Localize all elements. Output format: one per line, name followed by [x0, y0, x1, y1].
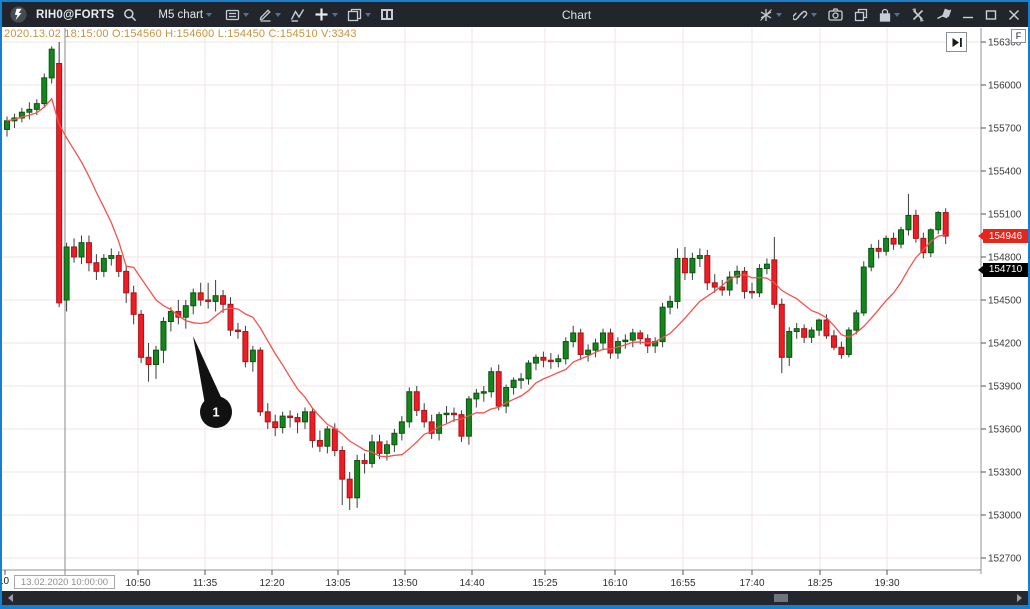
- panels-button[interactable]: [225, 8, 250, 22]
- svg-text:155700: 155700: [988, 124, 1022, 135]
- play-to-end-icon: [952, 37, 962, 47]
- svg-text:153600: 153600: [988, 425, 1022, 436]
- svg-text:17:40: 17:40: [739, 578, 764, 589]
- titlebar: RIH0@FORTS M5 chart: [2, 2, 1028, 27]
- price-axis-labels[interactable]: 156300 156000 155700 155400 155100 154800 1545…: [981, 38, 1022, 565]
- svg-text:156000: 156000: [988, 81, 1022, 92]
- ohlc-info: 2020.13.02 18:15:00 O:154560 H:154600 L:…: [4, 28, 357, 40]
- last-price-badge: 154946: [978, 229, 1028, 244]
- duplicate-button[interactable]: [854, 8, 868, 22]
- window-title: Chart: [561, 7, 592, 22]
- svg-text:153300: 153300: [988, 468, 1022, 479]
- crosshair-sync-off-button[interactable]: [759, 8, 782, 22]
- svg-text:152700: 152700: [988, 554, 1022, 565]
- chevron-down-icon: [365, 12, 372, 17]
- svg-text:18:25: 18:25: [807, 578, 832, 589]
- svg-text:16:10: 16:10: [602, 578, 627, 589]
- draw-pencil-button[interactable]: [258, 8, 282, 22]
- svg-text:19:30: 19:30: [874, 578, 899, 589]
- time-axis-labels[interactable]: 10:50 11:35 12:20 13:05 13:50 14:40 15:25 16:10…: [4, 570, 900, 589]
- f-axis-button[interactable]: F: [1011, 29, 1026, 43]
- layout-copy-button[interactable]: [347, 8, 372, 22]
- lock-button[interactable]: [879, 8, 900, 22]
- chart-region: 156300 156000 155700 155400 155100 154800 1545…: [2, 27, 1028, 591]
- svg-text:154200: 154200: [988, 339, 1022, 350]
- candles-layer[interactable]: [4, 42, 949, 510]
- plot-svg[interactable]: 156300 156000 155700 155400 155100 154800 1545…: [2, 27, 1028, 591]
- settings-tools-icon[interactable]: [911, 7, 925, 22]
- minimize-button[interactable]: [962, 9, 974, 21]
- svg-text:11:35: 11:35: [193, 578, 218, 589]
- indicator-line-button[interactable]: [290, 8, 305, 22]
- chevron-down-icon: [894, 12, 900, 17]
- app-logo-icon: [10, 6, 27, 23]
- svg-text:155100: 155100: [988, 210, 1022, 221]
- svg-text:153000: 153000: [988, 511, 1022, 522]
- svg-text:10:50: 10:50: [125, 578, 150, 589]
- scrollbar-thumb[interactable]: [774, 594, 788, 602]
- badge-arrow-icon: [978, 232, 983, 241]
- chevron-down-icon: [206, 12, 213, 17]
- timeframe-label: M5 chart: [158, 8, 204, 21]
- svg-text:156300: 156300: [988, 38, 1022, 49]
- last-price-value: 154946: [988, 230, 1023, 242]
- svg-text:12:20: 12:20: [259, 578, 284, 589]
- add-plus-button[interactable]: [314, 7, 339, 22]
- sma-line: [6, 97, 946, 458]
- scroll-right-arrow-icon[interactable]: [1017, 594, 1022, 602]
- svg-text:154500: 154500: [988, 296, 1022, 307]
- scroll-left-arrow-icon[interactable]: [8, 594, 13, 602]
- annotation-marker-1[interactable]: 1: [193, 336, 232, 428]
- symbol-label: RIH0@FORTS: [36, 8, 115, 21]
- secondary-price-value: 154710: [988, 264, 1023, 276]
- time-axis-partial-label: 10: [2, 576, 10, 587]
- link-button[interactable]: [793, 8, 817, 22]
- chevron-down-icon: [811, 12, 817, 17]
- chevron-down-icon: [243, 12, 250, 17]
- timeframe-selector[interactable]: M5 chart: [152, 8, 213, 21]
- svg-text:154800: 154800: [988, 253, 1022, 264]
- svg-text:15:25: 15:25: [532, 578, 557, 589]
- crosshair-time-label: 13.02.2020 10:00:00: [14, 575, 115, 589]
- svg-text:16:55: 16:55: [670, 578, 695, 589]
- time-scrollbar[interactable]: [2, 591, 1028, 605]
- svg-text:13:05: 13:05: [325, 578, 350, 589]
- chevron-down-icon: [332, 12, 339, 17]
- pin-button[interactable]: [936, 8, 951, 21]
- dom-columns-button[interactable]: [380, 8, 394, 21]
- gridlines: [2, 28, 981, 570]
- goto-end-button[interactable]: [946, 32, 967, 52]
- svg-text:155400: 155400: [988, 167, 1022, 178]
- secondary-price-badge: 154710: [978, 262, 1028, 277]
- chevron-down-icon: [275, 12, 282, 17]
- svg-text:1: 1: [212, 405, 219, 420]
- svg-text:153900: 153900: [988, 382, 1022, 393]
- camera-button[interactable]: [828, 8, 843, 21]
- svg-text:13:50: 13:50: [392, 578, 417, 589]
- maximize-button[interactable]: [985, 9, 997, 21]
- close-button[interactable]: [1008, 9, 1020, 21]
- badge-arrow-icon: [978, 265, 983, 274]
- search-icon[interactable]: [123, 8, 137, 22]
- svg-text:14:40: 14:40: [459, 578, 484, 589]
- chevron-down-icon: [776, 12, 782, 17]
